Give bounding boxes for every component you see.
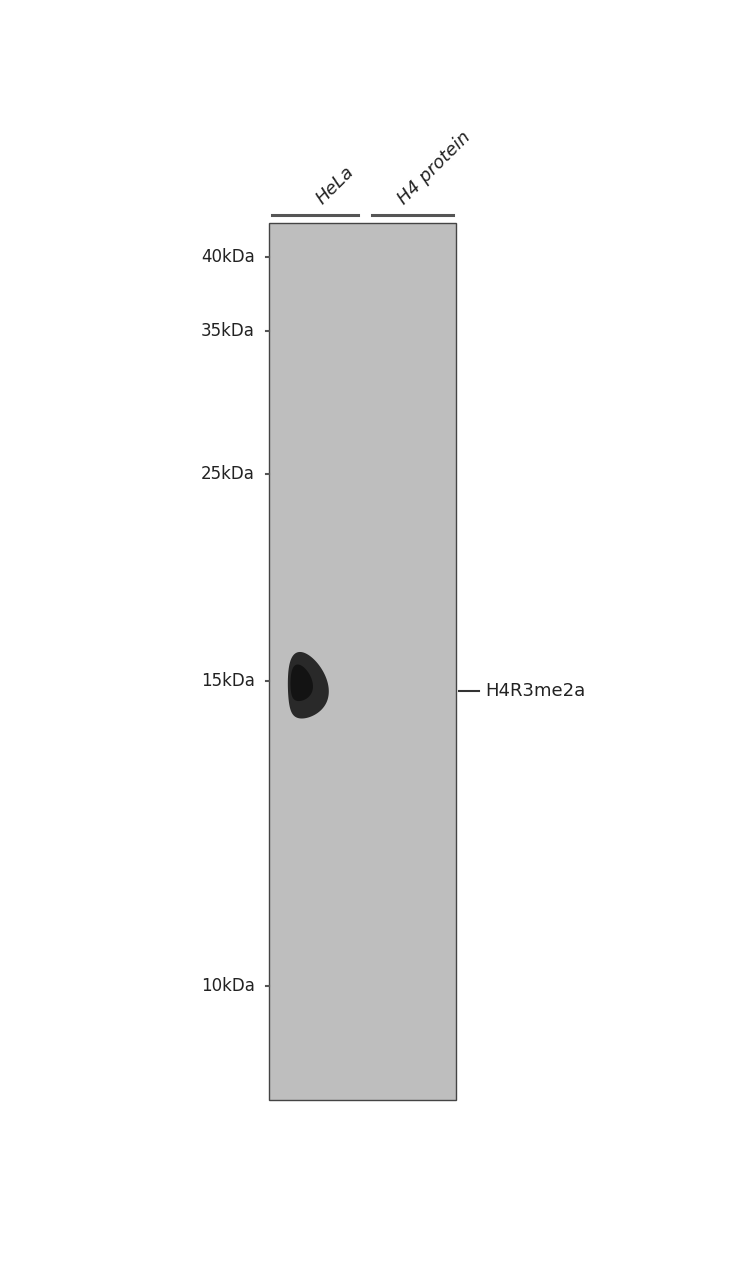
Text: 40kDa: 40kDa bbox=[201, 248, 255, 266]
PathPatch shape bbox=[288, 652, 329, 718]
PathPatch shape bbox=[291, 664, 313, 701]
Text: 25kDa: 25kDa bbox=[201, 465, 255, 483]
Text: 35kDa: 35kDa bbox=[201, 323, 255, 340]
Text: 15kDa: 15kDa bbox=[201, 672, 255, 690]
Text: H4R3me2a: H4R3me2a bbox=[485, 682, 585, 700]
Text: H4 protein: H4 protein bbox=[395, 128, 474, 207]
Text: HeLa: HeLa bbox=[313, 163, 358, 207]
Text: 10kDa: 10kDa bbox=[201, 978, 255, 996]
Bar bbox=[270, 223, 456, 1100]
